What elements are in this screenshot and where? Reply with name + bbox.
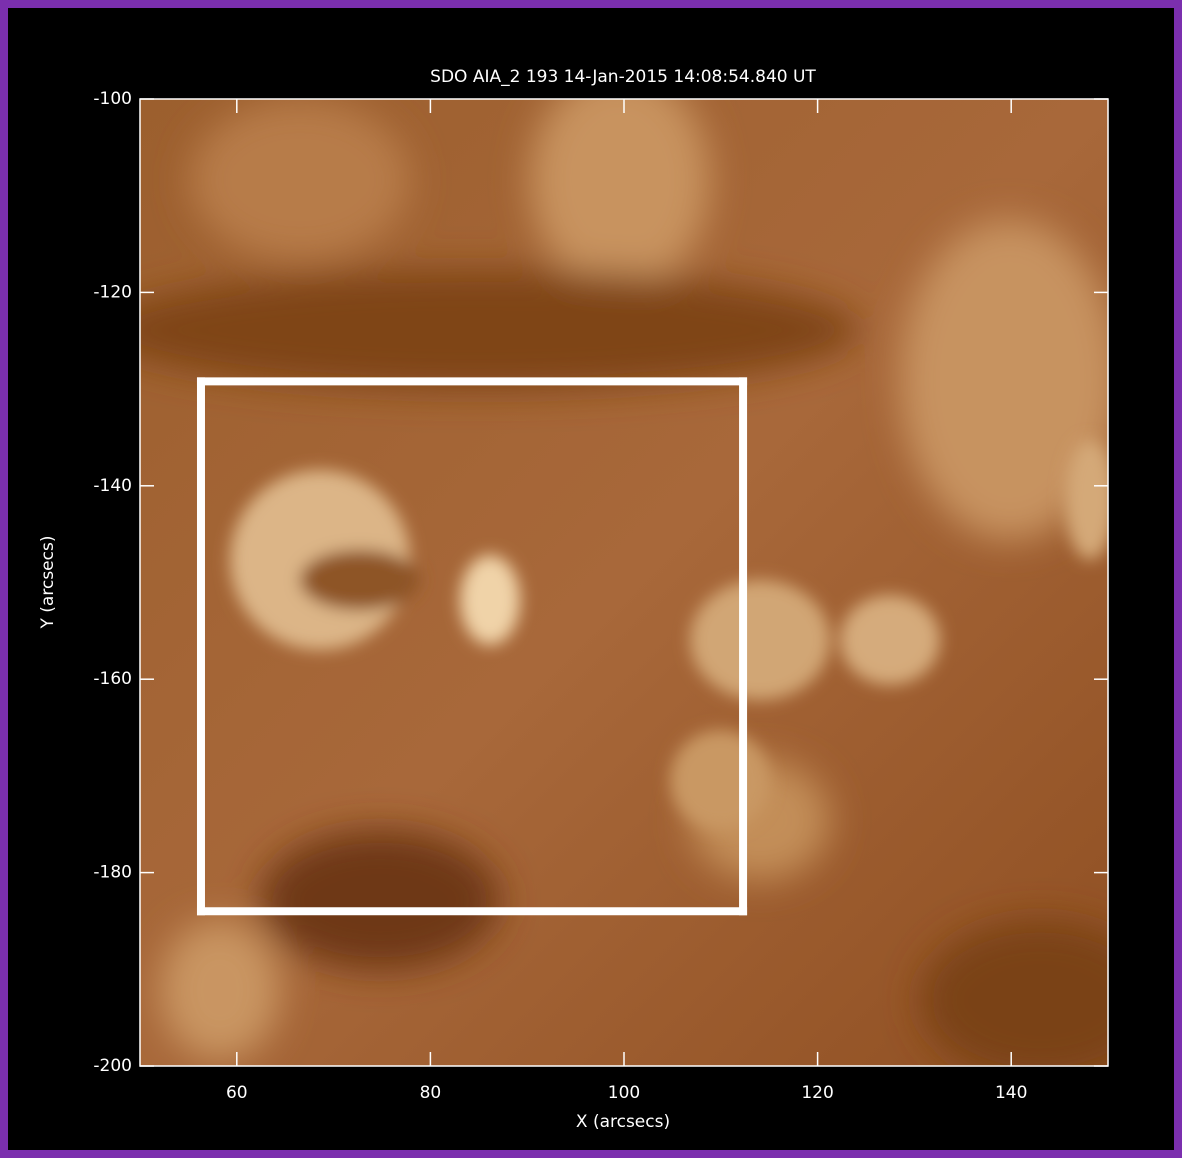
y-tick-label: -100 — [93, 89, 132, 109]
x-tick-label: 60 — [226, 1083, 248, 1103]
x-tick-label: 120 — [801, 1083, 833, 1103]
y-tick-label: -120 — [93, 282, 132, 302]
solar-image — [100, 70, 1160, 1080]
x-tick-label: 140 — [995, 1083, 1027, 1103]
x-tick-label: 100 — [608, 1083, 640, 1103]
y-tick-label: -180 — [93, 863, 132, 883]
y-tick-label: -140 — [93, 476, 132, 496]
y-tick-label: -200 — [93, 1056, 132, 1076]
y-tick-label: -160 — [93, 669, 132, 689]
y-axis-label: Y (arcsecs) — [38, 536, 58, 630]
chart: SDO AIA_2 193 14-Jan-2015 14:08:54.840 U… — [0, 0, 1182, 1158]
x-axis-label: X (arcsecs) — [576, 1112, 670, 1132]
x-tick-label: 80 — [420, 1083, 442, 1103]
chart-title: SDO AIA_2 193 14-Jan-2015 14:08:54.840 U… — [430, 67, 816, 87]
